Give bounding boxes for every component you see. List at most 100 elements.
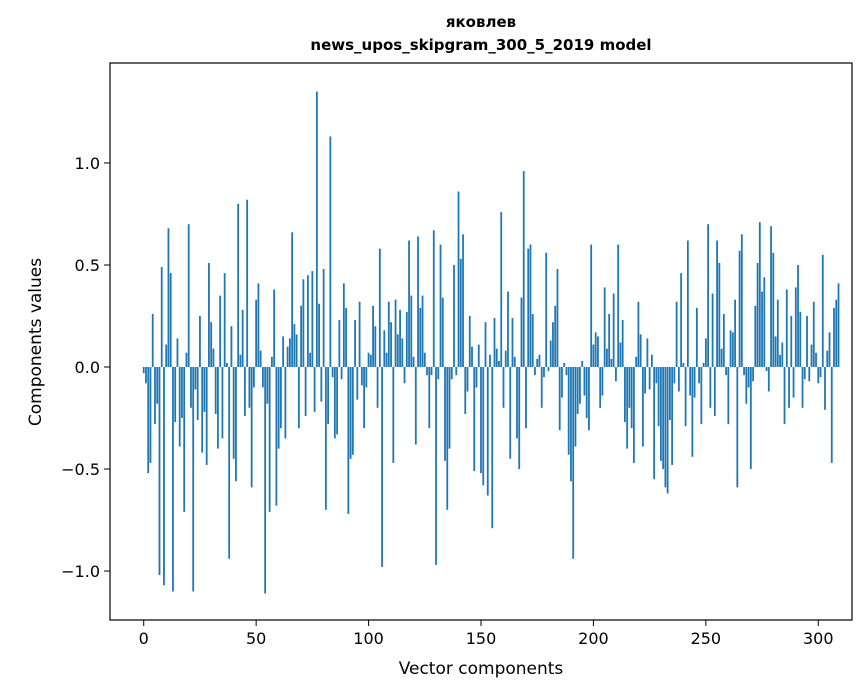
- bar-74: [309, 352, 312, 367]
- bar-223: [644, 367, 647, 394]
- bar-224: [646, 338, 649, 367]
- bar-229: [657, 367, 660, 427]
- bar-7: [158, 367, 161, 576]
- bar-273: [756, 262, 759, 367]
- bar-199: [590, 244, 593, 368]
- bar-107: [383, 330, 386, 368]
- bar-112: [394, 299, 397, 367]
- bar-230: [659, 367, 662, 461]
- bar-158: [498, 360, 500, 367]
- bar-131: [437, 367, 440, 380]
- bar-219: [635, 356, 638, 367]
- bar-6: [156, 367, 159, 404]
- bar-88: [340, 367, 343, 380]
- bar-181: [549, 340, 552, 367]
- bar-294: [803, 367, 806, 380]
- bar-35: [221, 367, 224, 439]
- bar-12: [169, 273, 172, 367]
- bar-72: [304, 367, 307, 416]
- bar-267: [743, 367, 745, 376]
- bar-98: [363, 367, 365, 429]
- bar-265: [738, 250, 741, 368]
- bar-258: [722, 313, 725, 368]
- bar-164: [511, 318, 514, 368]
- bar-126: [426, 367, 428, 376]
- bar-129: [432, 230, 435, 367]
- bar-296: [808, 367, 811, 382]
- bar-46: [246, 199, 249, 367]
- chart-title-line-2: news_upos_skipgram_300_5_2019 model: [310, 36, 652, 54]
- bar-17: [181, 367, 183, 419]
- bar-266: [740, 234, 743, 367]
- bar-309: [837, 283, 840, 367]
- bar-192: [574, 367, 577, 447]
- bar-169: [522, 171, 525, 368]
- bar-42: [237, 203, 240, 367]
- bar-170: [525, 367, 527, 429]
- bar-39: [230, 326, 233, 368]
- bar-152: [484, 322, 487, 368]
- bar-139: [455, 367, 458, 376]
- bar-242: [686, 240, 689, 368]
- bar-89: [342, 283, 345, 367]
- bar-101: [369, 354, 372, 367]
- bar-125: [423, 352, 426, 367]
- chart-title-line-1: яковлев: [445, 13, 517, 31]
- bar-208: [610, 358, 613, 367]
- bar-177: [540, 367, 543, 408]
- bar-248: [700, 367, 703, 425]
- bar-257: [720, 348, 723, 367]
- bar-24: [196, 367, 199, 421]
- bar-19: [185, 352, 188, 367]
- bar-214: [624, 367, 626, 423]
- bar-149: [477, 344, 480, 367]
- y-tick-label: −0.5: [61, 460, 100, 479]
- bars-group: [142, 91, 840, 594]
- bar-234: [668, 367, 671, 421]
- bar-165: [513, 356, 516, 367]
- bar-87: [338, 320, 341, 368]
- bar-218: [633, 367, 635, 463]
- x-tick-label: 150: [466, 629, 497, 648]
- bar-304: [826, 350, 829, 367]
- bar-292: [799, 311, 802, 368]
- bar-34: [219, 295, 222, 367]
- bar-16: [178, 367, 181, 447]
- bar-196: [583, 367, 586, 396]
- y-ticks-group: −1.0 −0.5 0.0 0.5 1.0: [61, 154, 110, 581]
- bar-220: [637, 301, 640, 367]
- bar-295: [806, 316, 808, 368]
- bar-11: [167, 228, 170, 367]
- bar-153: [486, 367, 489, 496]
- bar-81: [324, 367, 327, 510]
- bar-28: [205, 367, 208, 465]
- bar-253: [711, 293, 714, 367]
- bar-64: [286, 346, 289, 367]
- bar-31: [212, 348, 215, 367]
- bar-202: [597, 336, 599, 367]
- bar-272: [754, 305, 757, 367]
- bar-114: [399, 309, 401, 368]
- bar-22: [192, 367, 195, 592]
- bar-191: [572, 367, 575, 559]
- bar-61: [279, 367, 282, 429]
- y-tick-label: 0.5: [75, 256, 100, 275]
- bar-260: [727, 367, 730, 425]
- x-tick-label: 300: [803, 629, 834, 648]
- bar-95: [356, 367, 359, 400]
- bar-244: [691, 367, 694, 457]
- bar-121: [414, 367, 417, 445]
- bar-240: [682, 362, 685, 367]
- bar-80: [322, 269, 325, 367]
- bar-175: [536, 358, 539, 367]
- bar-115: [401, 338, 404, 367]
- bar-217: [630, 367, 633, 429]
- bar-308: [835, 299, 838, 367]
- bar-84: [331, 367, 334, 378]
- bar-162: [507, 291, 509, 367]
- bar-168: [520, 297, 523, 367]
- bar-163: [509, 367, 512, 459]
- y-tick-label: 0.0: [75, 358, 100, 377]
- bar-154: [489, 354, 491, 367]
